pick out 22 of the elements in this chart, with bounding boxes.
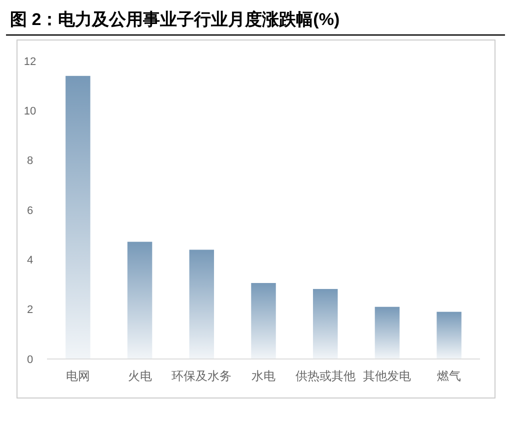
x-tick-label: 火电	[128, 369, 152, 383]
bar	[251, 283, 276, 359]
y-tick-label: 12	[24, 56, 36, 68]
y-tick-label: 6	[26, 204, 34, 217]
y-tick-label: 10	[24, 106, 36, 118]
y-tick-label: 8	[26, 155, 34, 168]
chart-title: 图 2：电力及公用事业子行业月度涨跌幅(%)	[10, 10, 340, 29]
bar	[312, 288, 338, 359]
y-tick-label: 2	[26, 304, 34, 316]
x-tick-label: 水电	[252, 369, 276, 383]
x-tick-label: 环保及水务	[172, 369, 232, 383]
bar	[127, 242, 152, 359]
x-tick-label: 电网	[66, 369, 90, 383]
x-tick-label: 燃气	[437, 369, 462, 383]
bar	[436, 312, 462, 359]
y-tick-label: 0	[26, 354, 34, 366]
bar	[189, 250, 214, 359]
bar	[66, 76, 90, 359]
x-tick-label: 其他发电	[363, 369, 412, 383]
y-tick-label: 4	[26, 254, 34, 267]
x-tick-label: 供热或其他	[295, 369, 356, 383]
bar	[374, 306, 400, 359]
